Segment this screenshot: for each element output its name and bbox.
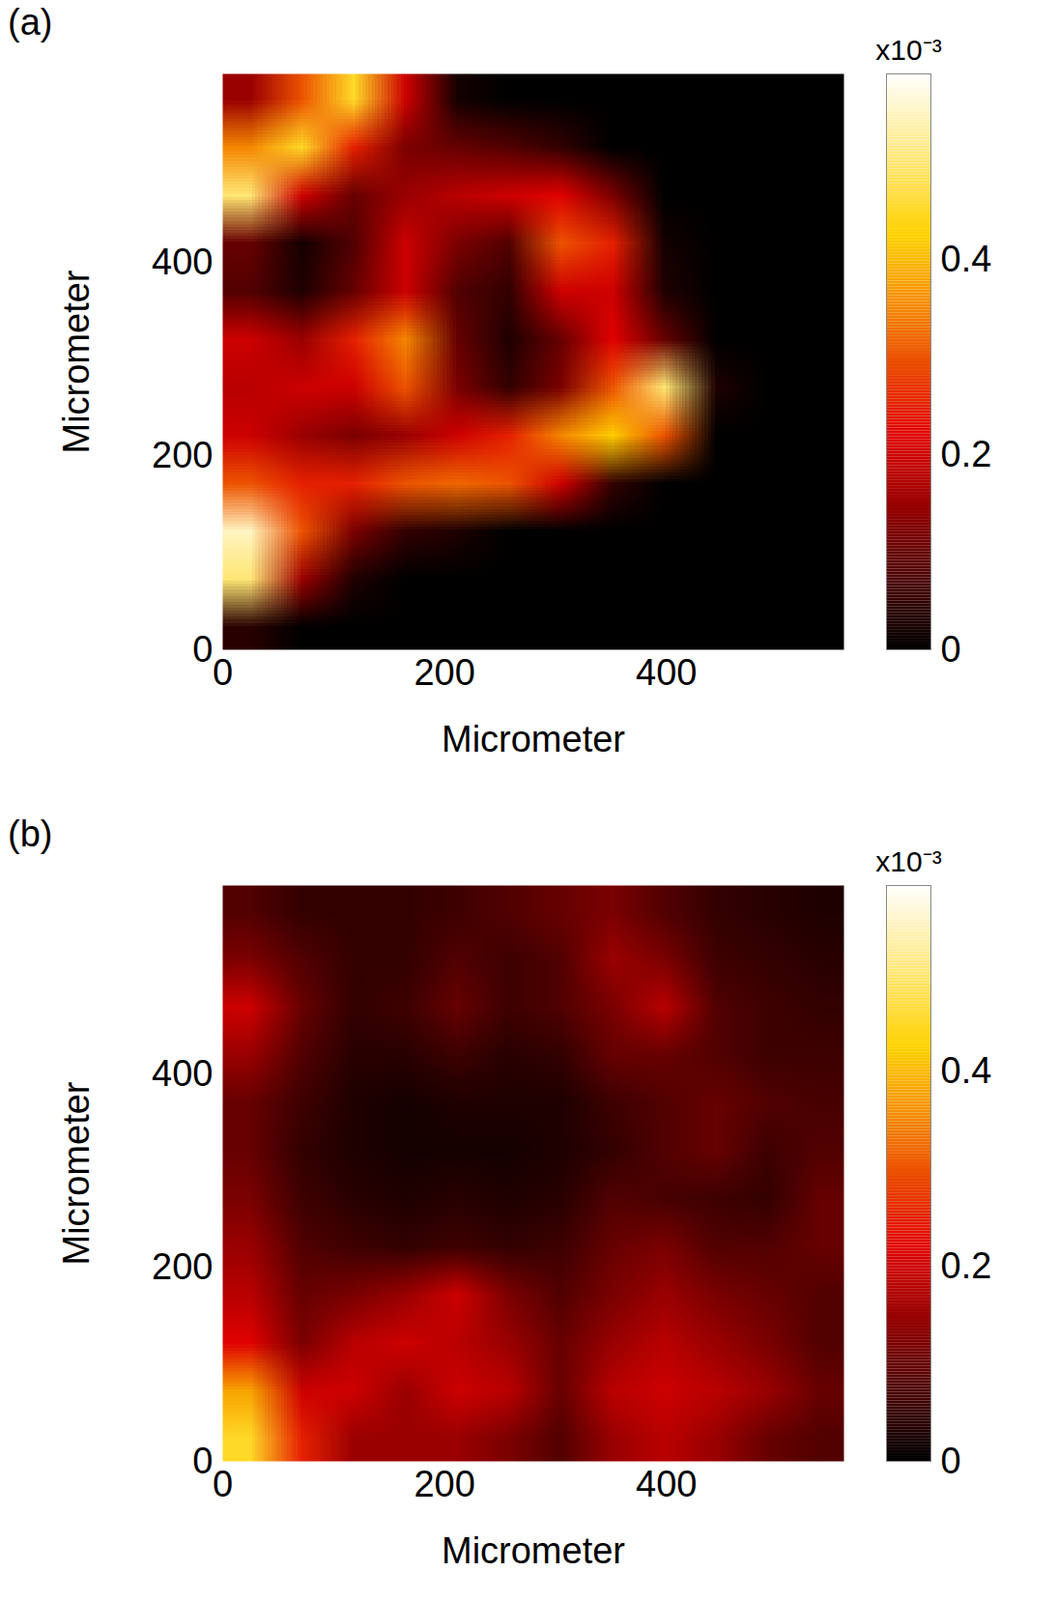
- svg-text:200: 200: [151, 434, 213, 476]
- svg-text:Micrometer: Micrometer: [441, 718, 626, 760]
- html-text:(a): (a): [7, 1, 53, 43]
- svg-text:0.4: 0.4: [941, 238, 993, 280]
- svg-text:Micrometer: Micrometer: [56, 269, 97, 454]
- svg-text:Micrometer: Micrometer: [441, 1530, 626, 1572]
- svg-text:200: 200: [151, 1246, 213, 1287]
- svg-text:x10⁻³: x10⁻³: [875, 33, 942, 66]
- svg-text:Micrometer: Micrometer: [56, 1081, 97, 1265]
- svg-text:200: 200: [413, 1463, 475, 1505]
- svg-text:400: 400: [635, 652, 697, 693]
- svg-text:0: 0: [192, 628, 213, 670]
- svg-text:0: 0: [192, 1440, 213, 1482]
- svg-text:x10⁻³: x10⁻³: [875, 845, 942, 878]
- svg-text:0: 0: [212, 652, 233, 693]
- svg-text:0.2: 0.2: [941, 433, 993, 475]
- svg-text:400: 400: [151, 241, 213, 283]
- svg-text:0: 0: [941, 628, 962, 670]
- svg-text:0: 0: [212, 1463, 233, 1505]
- svg-text:0.4: 0.4: [941, 1050, 993, 1091]
- html-text:(b): (b): [7, 813, 53, 855]
- svg-text:0: 0: [941, 1440, 962, 1482]
- svg-text:0.2: 0.2: [941, 1245, 993, 1286]
- svg-text:400: 400: [151, 1053, 213, 1094]
- svg-text:200: 200: [413, 652, 475, 693]
- svg-text:400: 400: [635, 1463, 697, 1505]
